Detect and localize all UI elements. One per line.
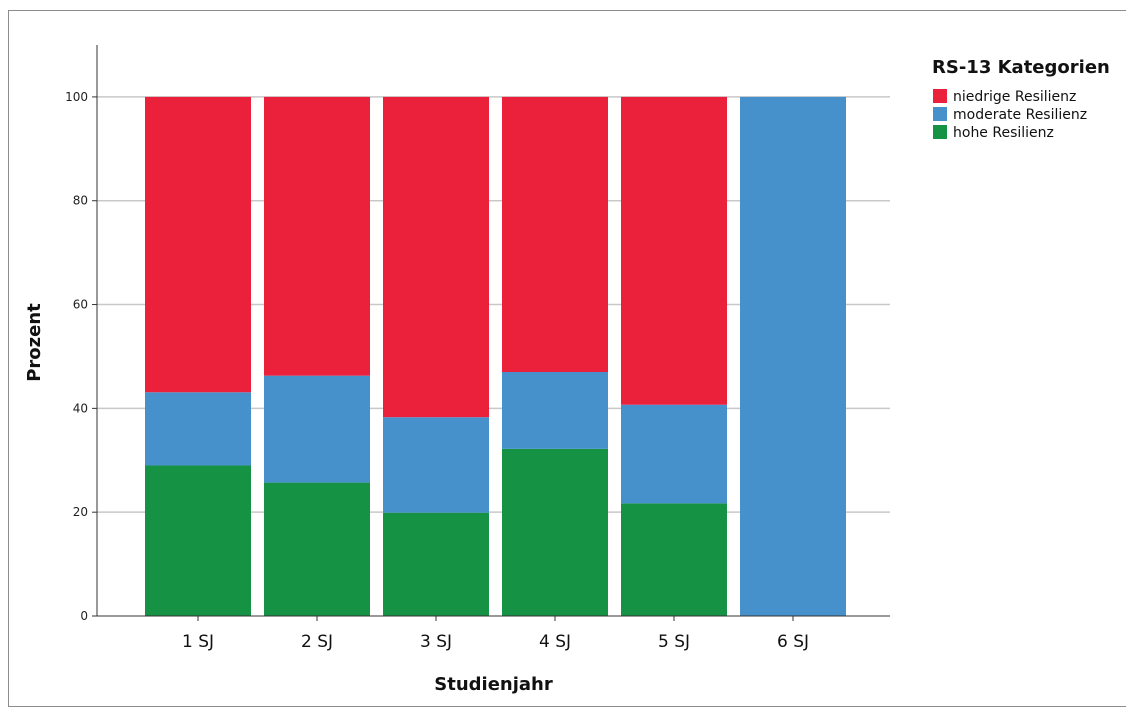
bars bbox=[145, 96, 846, 617]
x-tick-label: 4 SJ bbox=[539, 632, 571, 652]
bar-segment-hohe-resilienz bbox=[383, 512, 489, 616]
x-tick-label: 3 SJ bbox=[420, 632, 452, 652]
y-tick-label: 20 bbox=[73, 505, 88, 519]
x-axis-title: Studienjahr bbox=[434, 674, 553, 695]
legend-label: hohe Resilienz bbox=[953, 125, 1054, 141]
legend: RS-13 Kategorien niedrige Resilienz moder… bbox=[932, 57, 1110, 141]
bar-segment-hohe-resilienz bbox=[502, 448, 608, 616]
x-tick-label: 2 SJ bbox=[301, 632, 333, 652]
bar-segment-niedrige-resilienz bbox=[383, 96, 489, 418]
legend-label: niedrige Resilienz bbox=[953, 89, 1076, 105]
y-axis-title: Prozent bbox=[24, 303, 45, 382]
legend-title: RS-13 Kategorien bbox=[932, 57, 1110, 78]
bar-segment-niedrige-resilienz bbox=[621, 96, 727, 405]
x-tick-label: 6 SJ bbox=[777, 632, 809, 652]
bar-segment-hohe-resilienz bbox=[621, 503, 727, 616]
x-tick-label: 5 SJ bbox=[658, 632, 690, 652]
legend-swatch bbox=[933, 107, 947, 121]
legend-swatch bbox=[933, 125, 947, 139]
bar-segment-niedrige-resilienz bbox=[502, 96, 608, 373]
bar-segment-moderate-resilienz bbox=[145, 392, 251, 466]
y-tick-label: 100 bbox=[65, 90, 88, 104]
bar-segment-niedrige-resilienz bbox=[145, 96, 251, 393]
bar-segment-moderate-resilienz bbox=[502, 372, 608, 449]
y-tick-label: 0 bbox=[80, 609, 88, 623]
bar-segment-moderate-resilienz bbox=[740, 96, 846, 617]
bar-segment-hohe-resilienz bbox=[264, 482, 370, 616]
y-tick-label: 80 bbox=[73, 194, 88, 208]
x-tick-label: 1 SJ bbox=[182, 632, 214, 652]
bar-segment-moderate-resilienz bbox=[621, 404, 727, 504]
legend-swatch bbox=[933, 89, 947, 103]
bar-segment-moderate-resilienz bbox=[264, 375, 370, 483]
legend-label: moderate Resilienz bbox=[953, 107, 1087, 123]
y-tick-label: 60 bbox=[73, 298, 88, 312]
y-tick-label: 40 bbox=[73, 401, 88, 415]
bar-segment-niedrige-resilienz bbox=[264, 96, 370, 376]
bar-segment-moderate-resilienz bbox=[383, 417, 489, 513]
bar-segment-hohe-resilienz bbox=[145, 465, 251, 616]
x-axis-ticks: 1 SJ 2 SJ 3 SJ 4 SJ 5 SJ 6 SJ bbox=[182, 616, 809, 652]
y-axis-ticks: 0 20 40 60 80 100 bbox=[65, 90, 97, 623]
